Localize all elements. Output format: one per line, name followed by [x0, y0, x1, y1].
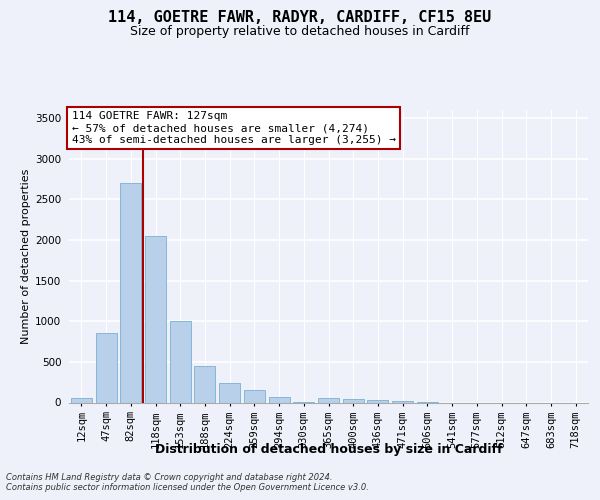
Bar	[194, 366, 215, 403]
Bar	[244, 390, 265, 402]
Bar	[343, 399, 364, 402]
Bar	[95, 334, 116, 402]
Bar	[71, 398, 92, 402]
Bar	[120, 183, 141, 402]
Bar	[269, 397, 290, 402]
Bar	[367, 400, 388, 402]
Bar	[145, 236, 166, 402]
Bar	[170, 322, 191, 402]
Text: Contains HM Land Registry data © Crown copyright and database right 2024.: Contains HM Land Registry data © Crown c…	[6, 472, 332, 482]
Text: 114 GOETRE FAWR: 127sqm
← 57% of detached houses are smaller (4,274)
43% of semi: 114 GOETRE FAWR: 127sqm ← 57% of detache…	[71, 112, 395, 144]
Y-axis label: Number of detached properties: Number of detached properties	[21, 168, 31, 344]
Bar	[392, 401, 413, 402]
Text: Contains public sector information licensed under the Open Government Licence v3: Contains public sector information licen…	[6, 484, 369, 492]
Bar	[219, 382, 240, 402]
Text: Size of property relative to detached houses in Cardiff: Size of property relative to detached ho…	[130, 25, 470, 38]
Text: Distribution of detached houses by size in Cardiff: Distribution of detached houses by size …	[155, 442, 503, 456]
Bar	[318, 398, 339, 402]
Text: 114, GOETRE FAWR, RADYR, CARDIFF, CF15 8EU: 114, GOETRE FAWR, RADYR, CARDIFF, CF15 8…	[109, 10, 491, 25]
